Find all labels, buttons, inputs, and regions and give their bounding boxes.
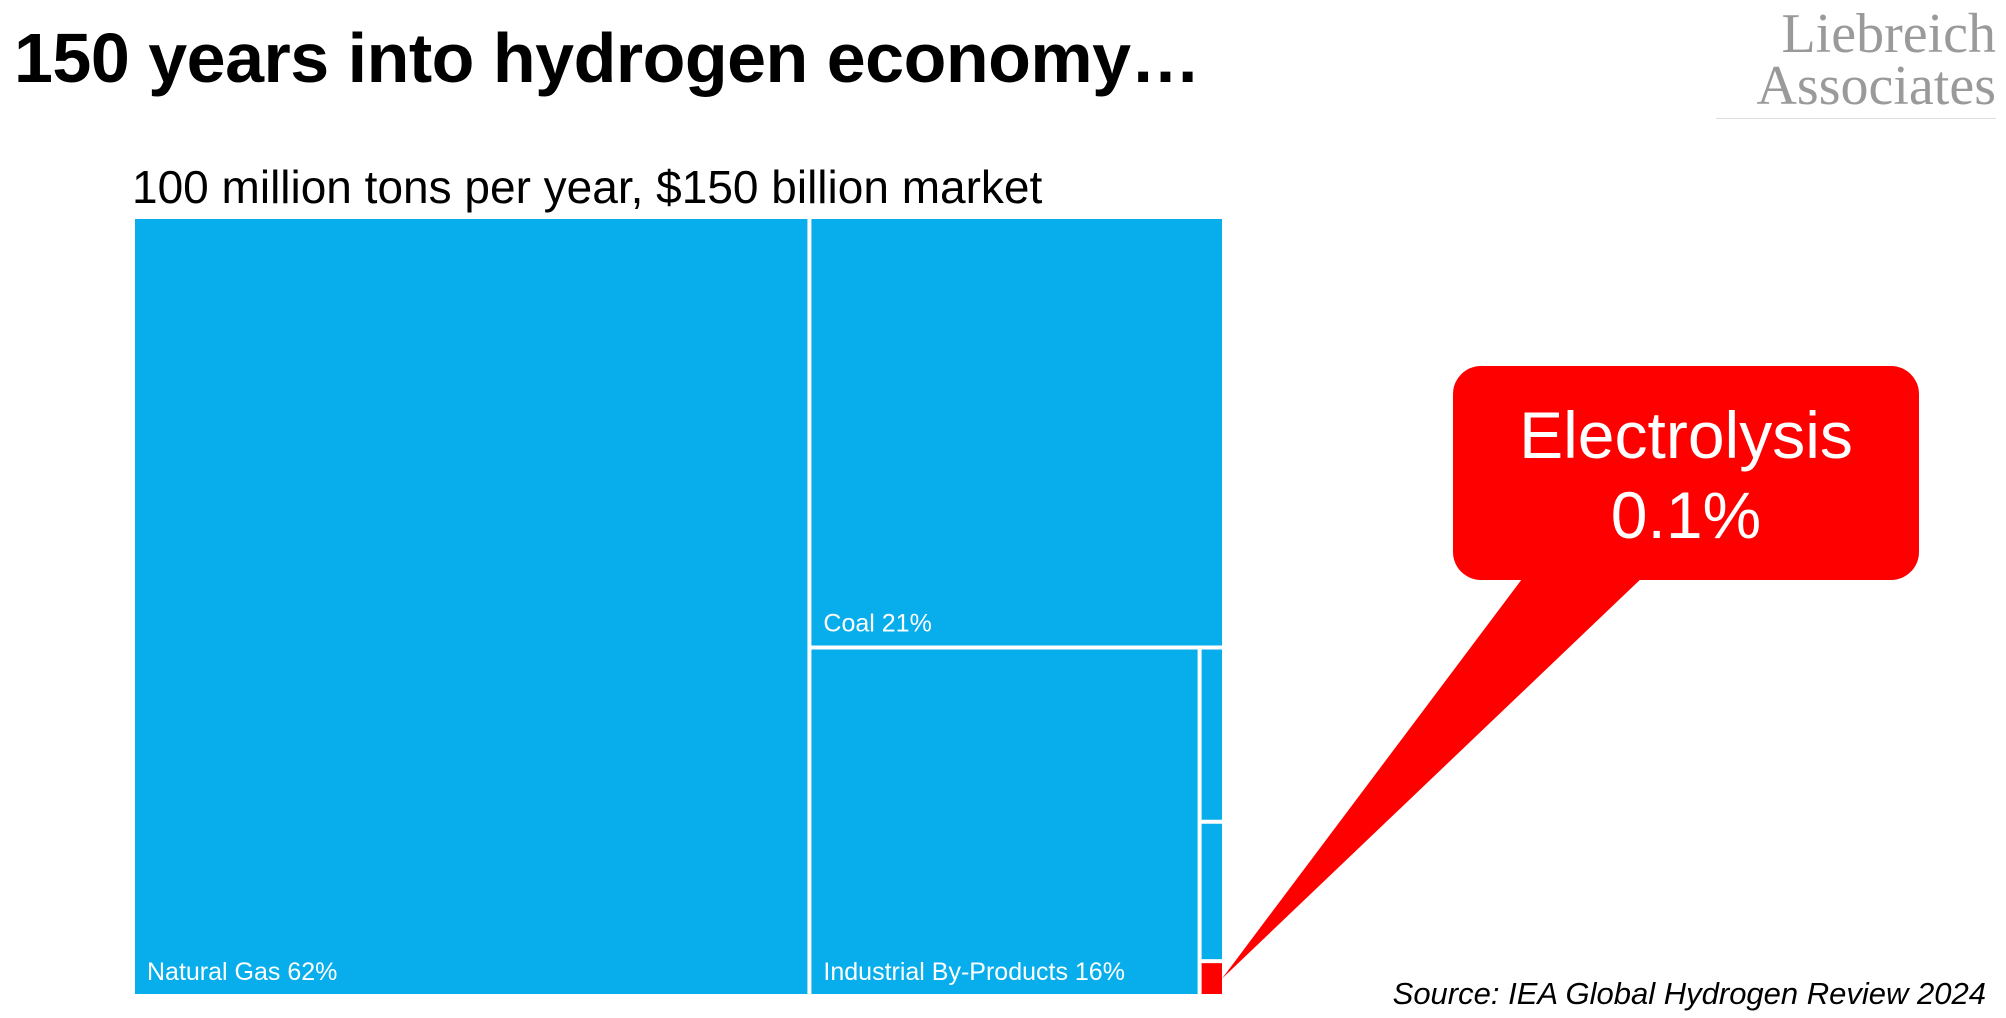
tile-label-industrial-by-products: Industrial By-Products 16% bbox=[823, 958, 1125, 986]
company-logo: Liebreich Associates bbox=[1696, 3, 1996, 119]
chart-subtitle: 100 million tons per year, $150 billion … bbox=[132, 161, 1043, 213]
tile-natural-gas bbox=[135, 219, 808, 994]
treemap-tiles bbox=[135, 219, 1222, 994]
logo-line-2: Associates bbox=[1756, 55, 1996, 117]
treemap-labels: Natural Gas 62% Coal 21% Industrial By-Pro… bbox=[147, 610, 1125, 987]
electrolysis-callout: Electrolysis 0.1% bbox=[1222, 366, 1919, 979]
tile-label-natural-gas: Natural Gas 62% bbox=[147, 958, 337, 986]
logo-rule bbox=[1716, 118, 1996, 119]
tile-unlabeled-source-b bbox=[1201, 823, 1222, 960]
tile-label-coal: Coal 21% bbox=[823, 610, 931, 638]
callout-label: Electrolysis bbox=[1519, 398, 1853, 472]
tile-unlabeled-source-a bbox=[1201, 649, 1222, 820]
page-title: 150 years into hydrogen economy… bbox=[14, 19, 1201, 97]
callout-pointer bbox=[1222, 575, 1645, 979]
tile-industrial-by-products bbox=[811, 649, 1198, 994]
source-note: Source: IEA Global Hydrogen Review 2024 bbox=[1392, 976, 1986, 1011]
logo-line-1: Liebreich bbox=[1781, 3, 1996, 65]
callout-value: 0.1% bbox=[1611, 478, 1761, 552]
tile-electrolysis bbox=[1201, 963, 1222, 994]
callout-box bbox=[1453, 366, 1919, 580]
tile-coal bbox=[811, 219, 1222, 646]
